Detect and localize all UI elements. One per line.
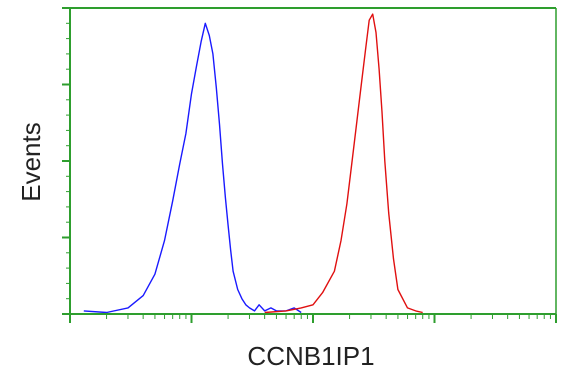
histogram-curves bbox=[83, 13, 423, 314]
y-axis-title: Events bbox=[16, 122, 46, 202]
series-line-2 bbox=[264, 13, 423, 314]
axis-ticks bbox=[62, 7, 557, 323]
series-line-1 bbox=[83, 22, 302, 314]
x-axis-title: CCNB1IP1 bbox=[247, 341, 374, 371]
plot-background bbox=[70, 8, 556, 314]
